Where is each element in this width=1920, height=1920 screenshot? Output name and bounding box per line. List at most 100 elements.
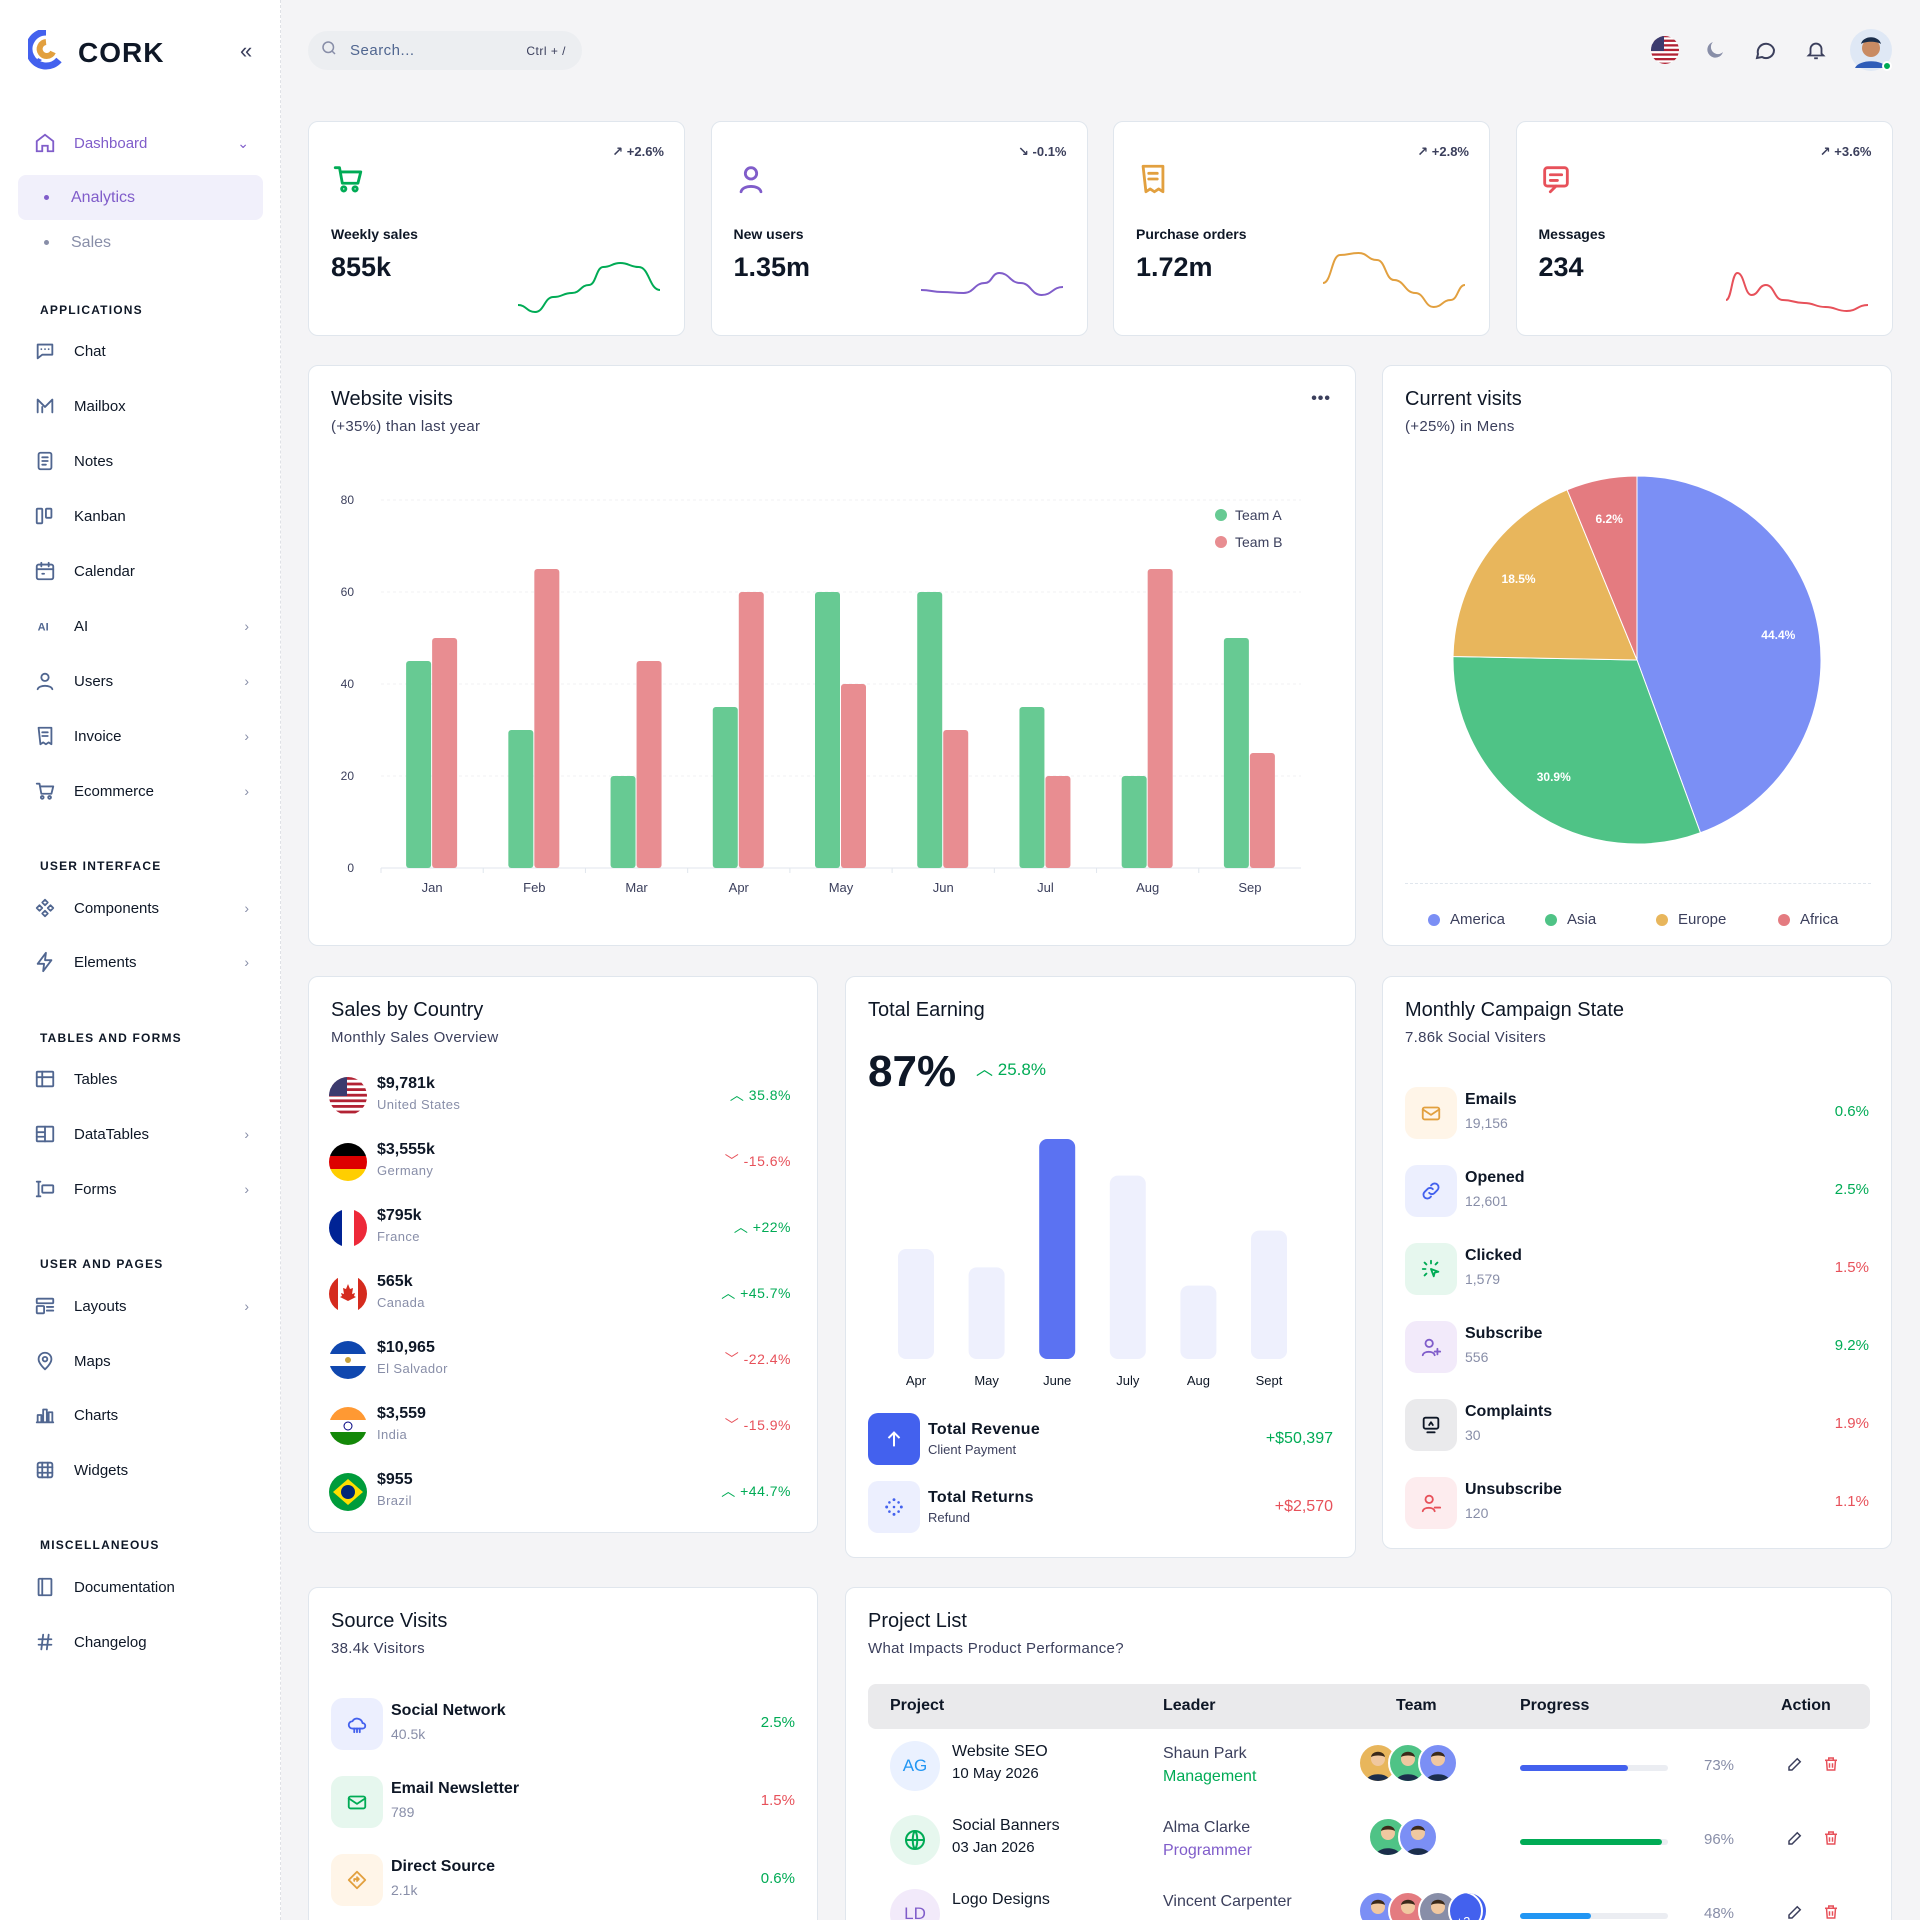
nav-components[interactable]: Components ›: [34, 897, 249, 919]
stat-value: 234: [1538, 252, 1584, 282]
chevron-down-icon: ﹀: [724, 1417, 740, 1433]
table-icon: [34, 1068, 56, 1090]
moon-theme-icon[interactable]: [1699, 34, 1731, 66]
search-input[interactable]: Search...: [350, 42, 415, 59]
bar-team-b-jul: [1045, 776, 1071, 868]
nav-documentation[interactable]: Documentation: [34, 1576, 249, 1598]
item-name: Emails: [1465, 1091, 1517, 1108]
nav-sales[interactable]: Sales: [18, 220, 263, 265]
bell-icon[interactable]: [1800, 34, 1832, 66]
more-options-icon[interactable]: •••: [1311, 390, 1331, 407]
nav-charts[interactable]: Charts: [34, 1404, 249, 1426]
mailbox-icon: [34, 395, 56, 417]
team-avatars: +2: [1358, 1891, 1488, 1920]
nav-mailbox[interactable]: Mailbox: [34, 395, 249, 417]
nav-sales-label: Sales: [71, 233, 112, 251]
project-row[interactable]: AG Website SEO 10 May 2026 Shaun Park Manage…: [868, 1735, 1870, 1795]
bar-team-b-sep: [1249, 753, 1275, 868]
user-avatar[interactable]: [1849, 28, 1893, 72]
nav-datatables[interactable]: DataTables ›: [34, 1123, 249, 1145]
nav-layouts[interactable]: Layouts ›: [34, 1295, 249, 1317]
country-change: ﹀ -22.4%: [725, 1349, 791, 1369]
card-subtitle: What Impacts Product Performance?: [868, 1640, 1124, 1657]
chevron-up-icon: ︿: [721, 1285, 736, 1301]
chevron-down-icon: ⌄: [237, 134, 249, 151]
nav-tables[interactable]: Tables: [34, 1068, 249, 1090]
nav-maps[interactable]: Maps: [34, 1350, 249, 1372]
search-bar[interactable]: Search... Ctrl + /: [308, 31, 582, 70]
legend-europe[interactable]: Europe: [1656, 911, 1726, 928]
collapse-sidebar-icon[interactable]: «: [240, 38, 253, 63]
us-flag-language-icon[interactable]: [1649, 34, 1681, 66]
legend-asia[interactable]: Asia: [1545, 911, 1596, 928]
invoice-icon: [34, 725, 56, 747]
stat-change-value: -0.1%: [1032, 144, 1067, 159]
progress-fill: [1520, 1765, 1629, 1771]
components-icon: [34, 897, 56, 919]
nav-changelog[interactable]: Changelog: [34, 1631, 249, 1653]
item-count: 120: [1465, 1505, 1489, 1521]
stat-label: New users: [733, 226, 804, 242]
home-icon: [34, 132, 56, 154]
user-plus-icon: [1405, 1321, 1457, 1373]
arrow-up-icon: [868, 1413, 920, 1465]
legend-africa[interactable]: Africa: [1778, 911, 1838, 928]
nav-dashboard[interactable]: Dashboard ⌄: [34, 132, 249, 154]
nav-kanban[interactable]: Kanban: [34, 505, 249, 527]
earning-row-value: +$50,397: [1265, 1430, 1333, 1447]
nav-label: AI: [74, 617, 89, 635]
trash-icon[interactable]: [1822, 1755, 1840, 1778]
edit-icon[interactable]: [1786, 1755, 1804, 1778]
country-name: Germany: [377, 1163, 434, 1178]
country-change-value: +22%: [752, 1219, 791, 1235]
chevron-right-icon: ›: [244, 900, 249, 916]
progress-label: 48%: [1704, 1905, 1735, 1920]
nav-widgets[interactable]: Widgets: [34, 1459, 249, 1481]
nav-label: Charts: [74, 1406, 119, 1424]
legend-marker: [1545, 913, 1557, 926]
nav-notes[interactable]: Notes: [34, 450, 249, 472]
trash-icon[interactable]: [1822, 1903, 1840, 1920]
nav-calendar[interactable]: Calendar: [34, 560, 249, 582]
progress-bar: [1520, 1765, 1668, 1771]
nav-ecommerce[interactable]: Ecommerce ›: [34, 780, 249, 802]
brand[interactable]: CORK: [25, 28, 164, 75]
nav-label: Layouts: [74, 1297, 127, 1315]
nav-users[interactable]: Users ›: [34, 670, 249, 692]
bar-team-b-aug: [1147, 569, 1173, 868]
chat-icon[interactable]: [1749, 34, 1781, 66]
x-tick-label: Jan: [422, 880, 443, 895]
edit-icon[interactable]: [1786, 1829, 1804, 1852]
nav-ai[interactable]: AI AI ›: [34, 615, 249, 637]
nav-chat[interactable]: Chat: [34, 340, 249, 362]
x-tick-label: Apr: [729, 880, 750, 895]
earning-bar-july: [1109, 1175, 1146, 1359]
y-tick-label: 20: [341, 769, 355, 783]
nav-analytics[interactable]: Analytics: [18, 175, 263, 220]
x-tick-label: May: [829, 880, 854, 895]
project-row[interactable]: Social Banners 03 Jan 2026 Alma Clarke Prog…: [868, 1809, 1870, 1869]
x-tick-label: Feb: [523, 880, 545, 895]
edit-icon[interactable]: [1786, 1903, 1804, 1920]
chevron-right-icon: ›: [244, 1126, 249, 1142]
de-flag-icon: [329, 1143, 367, 1181]
sales-by-country-card: Sales by Country Monthly Sales Overview …: [308, 976, 818, 1533]
legend-america[interactable]: America: [1428, 911, 1505, 928]
nav-forms[interactable]: Forms ›: [34, 1178, 249, 1200]
country-change: ﹀ -15.6%: [725, 1151, 791, 1171]
nav-label: Tables: [74, 1070, 118, 1088]
trash-icon[interactable]: [1822, 1829, 1840, 1852]
project-avatar: LD: [890, 1889, 940, 1920]
x-tick-label: Jul: [1037, 880, 1054, 895]
country-change-value: -15.9%: [743, 1417, 791, 1433]
sparkline: [517, 261, 661, 314]
nav-elements[interactable]: Elements ›: [34, 951, 249, 973]
ca-flag-icon: [329, 1275, 367, 1313]
item-count: 789: [391, 1804, 415, 1820]
bar-team-a-may: [815, 592, 840, 868]
nav-invoice[interactable]: Invoice ›: [34, 725, 249, 747]
project-row[interactable]: LD Logo Designs Vincent Carpenter +2 48%: [868, 1883, 1870, 1920]
direction-icon: [331, 1854, 383, 1906]
x-tick-label: Sept: [1256, 1373, 1283, 1388]
sparkline: [920, 271, 1063, 297]
